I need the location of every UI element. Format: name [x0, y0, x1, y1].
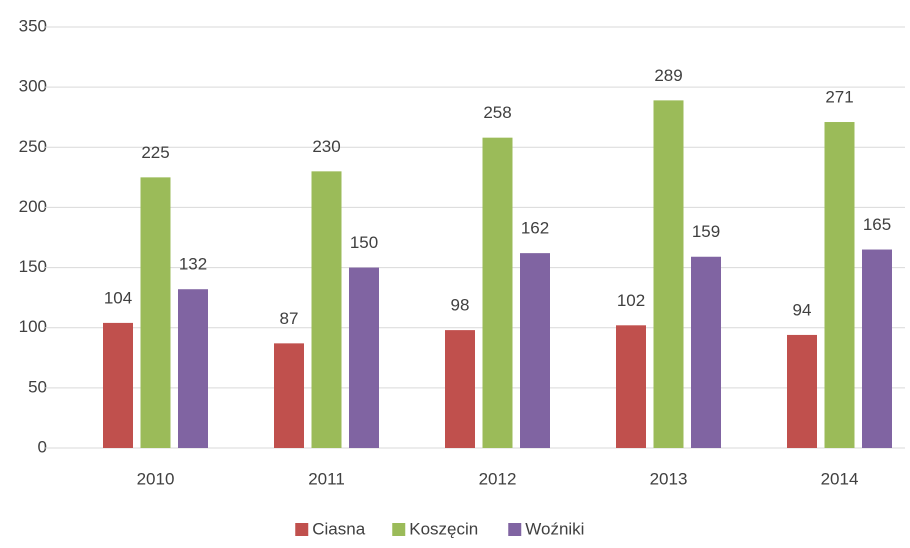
x-tick-label: 2014	[821, 469, 859, 488]
bar	[616, 325, 646, 448]
x-tick-label: 2012	[479, 469, 517, 488]
y-tick-label: 250	[19, 137, 47, 156]
data-label: 102	[617, 291, 645, 310]
y-tick-label: 300	[19, 77, 47, 96]
data-label: 150	[350, 233, 378, 252]
data-label: 165	[863, 215, 891, 234]
x-tick-label: 2010	[137, 469, 175, 488]
bar	[787, 334, 817, 448]
bar	[862, 249, 892, 448]
legend-label: Woźniki	[525, 519, 584, 538]
bar	[349, 267, 379, 448]
y-tick-label: 0	[38, 437, 47, 456]
data-label: 258	[483, 103, 511, 122]
data-label: 98	[451, 296, 470, 315]
bar	[482, 137, 513, 449]
data-label: 159	[692, 222, 720, 241]
bar	[178, 289, 208, 448]
data-label: 289	[654, 66, 682, 85]
y-tick-label: 350	[19, 16, 47, 35]
bar	[653, 100, 684, 449]
legend-label: Ciasna	[312, 519, 365, 538]
y-tick-label: 100	[19, 317, 47, 336]
bar	[520, 253, 550, 448]
x-tick-label: 2013	[650, 469, 688, 488]
bar	[824, 122, 855, 449]
bar	[103, 322, 133, 448]
data-label: 162	[521, 219, 549, 238]
x-tick-label: 2011	[308, 469, 345, 488]
data-label: 132	[179, 255, 207, 274]
y-tick-label: 50	[28, 377, 47, 396]
data-label: 87	[280, 309, 299, 328]
data-label: 225	[141, 143, 169, 162]
bar	[140, 177, 171, 448]
bar	[311, 171, 342, 449]
legend-swatch	[295, 523, 309, 536]
bar	[445, 330, 475, 448]
y-tick-label: 200	[19, 197, 47, 216]
data-label: 94	[793, 300, 812, 319]
data-label: 230	[312, 137, 340, 156]
data-label: 104	[104, 288, 132, 307]
legend-swatch	[508, 523, 522, 536]
bar	[274, 343, 304, 448]
legend-label: Koszęcin	[409, 519, 478, 538]
data-label: 271	[825, 88, 853, 107]
bar	[691, 256, 721, 448]
y-tick-label: 150	[19, 257, 47, 276]
legend-swatch	[392, 523, 406, 536]
